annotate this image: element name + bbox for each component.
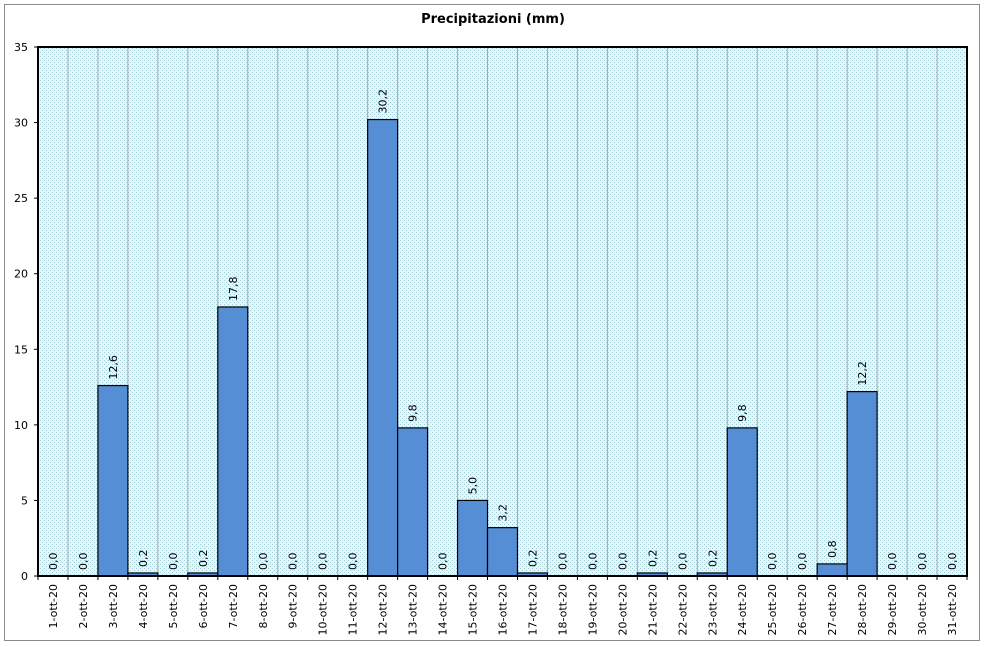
y-tick-label: 5 xyxy=(21,494,28,507)
data-label: 0,0 xyxy=(77,553,90,571)
x-tick-label: 7-ott-20 xyxy=(227,584,240,629)
bar-7-ott-20 xyxy=(217,306,249,577)
data-label: 0,0 xyxy=(437,553,450,571)
data-label: 9,8 xyxy=(736,404,749,422)
data-label: 0,8 xyxy=(826,540,839,558)
x-tick-label: 30-ott-20 xyxy=(916,584,929,636)
x-tick-label: 21-ott-20 xyxy=(646,584,659,636)
x-tick-label: 31-ott-20 xyxy=(946,584,959,636)
bar-27-ott-20 xyxy=(816,563,848,577)
data-label: 0,0 xyxy=(796,553,809,571)
x-tick-label: 8-ott-20 xyxy=(257,584,270,629)
data-label: 0,0 xyxy=(317,553,330,571)
data-label: 0,0 xyxy=(287,553,300,571)
data-label: 17,8 xyxy=(227,276,240,301)
data-label: 0,0 xyxy=(47,553,60,571)
y-tick-label: 15 xyxy=(14,343,28,356)
x-tick-label: 20-ott-20 xyxy=(616,584,629,636)
x-tick-label: 12-ott-20 xyxy=(377,584,390,636)
y-tick-label: 10 xyxy=(14,419,28,432)
data-label: 30,2 xyxy=(377,89,390,114)
y-tick-label: 35 xyxy=(14,41,28,54)
data-label: 0,0 xyxy=(766,553,779,571)
x-tick-label: 9-ott-20 xyxy=(287,584,300,629)
data-label: 0,0 xyxy=(556,553,569,571)
x-tick-label: 22-ott-20 xyxy=(676,584,689,636)
data-label: 5,0 xyxy=(467,477,480,495)
bar-12-ott-20 xyxy=(367,118,399,577)
bar-28-ott-20 xyxy=(846,391,878,577)
y-tick-label: 30 xyxy=(14,117,28,130)
data-label: 0,2 xyxy=(706,549,719,567)
x-tick-label: 3-ott-20 xyxy=(107,584,120,629)
x-tick-label: 6-ott-20 xyxy=(197,584,210,629)
x-tick-label: 23-ott-20 xyxy=(706,584,719,636)
x-tick-label: 13-ott-20 xyxy=(407,584,420,636)
x-tick-label: 28-ott-20 xyxy=(856,584,869,636)
x-tick-label: 19-ott-20 xyxy=(586,584,599,636)
x-tick-label: 16-ott-20 xyxy=(497,584,510,636)
bar-15-ott-20 xyxy=(456,499,489,577)
data-label: 0,2 xyxy=(197,549,210,567)
data-label: 0,0 xyxy=(347,553,360,571)
data-label: 0,0 xyxy=(257,553,270,571)
data-label: 12,2 xyxy=(856,361,869,386)
bar-16-ott-20 xyxy=(486,527,519,577)
x-tick-label: 18-ott-20 xyxy=(556,584,569,636)
x-tick-label: 10-ott-20 xyxy=(317,584,330,636)
x-tick-label: 24-ott-20 xyxy=(736,584,749,636)
x-tick-label: 15-ott-20 xyxy=(467,584,480,636)
plot-area xyxy=(38,47,967,576)
x-tick-label: 11-ott-20 xyxy=(347,584,360,636)
plot-border xyxy=(37,46,968,577)
x-tick-label: 26-ott-20 xyxy=(796,584,809,636)
y-tick-label: 0 xyxy=(21,570,28,583)
bar-13-ott-20 xyxy=(397,427,429,577)
data-label: 0,0 xyxy=(916,553,929,571)
data-label: 0,2 xyxy=(137,549,150,567)
data-label: 0,0 xyxy=(616,553,629,571)
data-label: 9,8 xyxy=(407,404,420,422)
chart-title: Precipitazioni (mm) xyxy=(421,12,565,27)
x-tick-label: 1-ott-20 xyxy=(47,584,60,629)
x-tick-label: 25-ott-20 xyxy=(766,584,779,636)
x-tick-label: 14-ott-20 xyxy=(437,584,450,636)
x-tick-label: 4-ott-20 xyxy=(137,584,150,629)
data-label: 12,6 xyxy=(107,355,120,380)
data-label: 3,2 xyxy=(497,504,510,522)
x-tick-label: 2-ott-20 xyxy=(77,584,90,629)
bar-24-ott-20 xyxy=(726,427,758,577)
y-tick-label: 20 xyxy=(14,268,28,281)
data-label: 0,0 xyxy=(676,553,689,571)
x-tick-label: 27-ott-20 xyxy=(826,584,839,636)
data-label: 0,2 xyxy=(526,549,539,567)
x-tick-label: 5-ott-20 xyxy=(167,584,180,629)
y-tick-label: 25 xyxy=(14,192,28,205)
x-tick-label: 29-ott-20 xyxy=(886,584,899,636)
data-label: 0,0 xyxy=(586,553,599,571)
data-label: 0,2 xyxy=(646,549,659,567)
data-label: 0,0 xyxy=(167,553,180,571)
data-label: 0,0 xyxy=(946,553,959,571)
data-label: 0,0 xyxy=(886,553,899,571)
bar-3-ott-20 xyxy=(97,384,129,577)
x-tick-label: 17-ott-20 xyxy=(526,584,539,636)
